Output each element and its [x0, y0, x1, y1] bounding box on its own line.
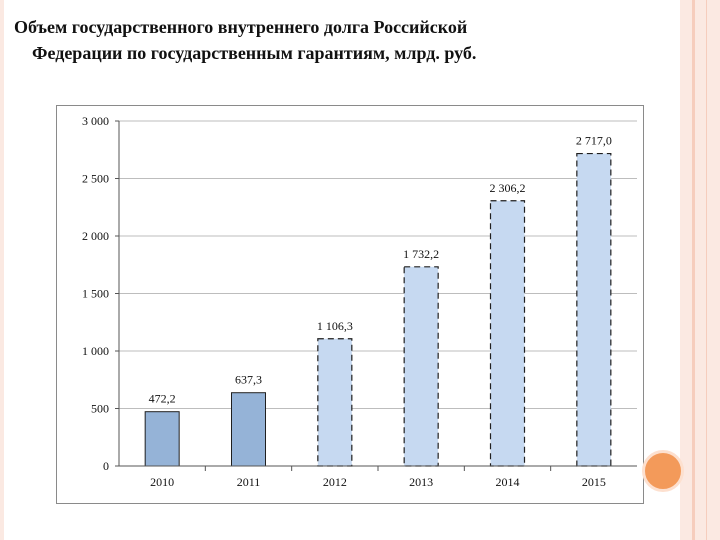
slide-border-right: [680, 0, 720, 540]
y-tick-label: 2 500: [82, 172, 109, 186]
bar-2013: [403, 266, 439, 467]
y-tick-label: 500: [91, 402, 109, 416]
bar-2015: [576, 152, 612, 467]
x-tick-label-2015: 2015: [582, 475, 606, 489]
bar-2014: [489, 200, 526, 467]
x-tick-label-2012: 2012: [323, 475, 347, 489]
x-tick-label-2010: 2010: [150, 475, 174, 489]
data-label-2013: 1 732,2: [403, 247, 439, 261]
bar-2011: [231, 392, 266, 467]
data-label-2010: 472,2: [149, 392, 176, 406]
data-label-2014: 2 306,2: [490, 181, 526, 195]
data-label-2015: 2 717,0: [576, 134, 612, 148]
x-tick-label-2011: 2011: [237, 475, 261, 489]
x-axis-tick-labels: 2010 2011 2012 2013 2014 2015: [150, 466, 606, 489]
data-label-2012: 1 106,3: [317, 319, 353, 333]
slide-title: Объем государственного внутреннего долга…: [14, 14, 674, 66]
slide-border-stripe-thin: [706, 0, 707, 540]
chart-frame: 0 500 1 000 1 500 2 000 2 500 3 000 472,2 637,3…: [56, 105, 644, 504]
gridlines: [119, 120, 637, 409]
y-tick-label: 0: [103, 459, 109, 473]
bar-2012: [317, 338, 353, 467]
bar-chart: 0 500 1 000 1 500 2 000 2 500 3 000 472,2 637,3…: [82, 114, 637, 489]
y-axis-tick-labels: 0 500 1 000 1 500 2 000 2 500 3 000: [82, 114, 119, 473]
bars: [144, 152, 612, 467]
x-tick-label-2014: 2014: [496, 475, 520, 489]
title-line-2: Федерации по государственным гарантиям, …: [32, 43, 477, 63]
decorative-circle: [642, 450, 684, 492]
y-tick-label: 1 500: [82, 287, 109, 301]
slide-border-stripe: [692, 0, 695, 540]
data-labels: 472,2 637,3 1 106,3 1 732,2 2 306,2 2 717,0: [149, 134, 612, 406]
title-line-1: Объем государственного внутреннего долга…: [14, 17, 468, 37]
bar-2010: [144, 411, 180, 467]
slide-border-left: [0, 0, 4, 540]
y-tick-label: 3 000: [82, 114, 109, 128]
y-tick-label: 1 000: [82, 344, 109, 358]
data-label-2011: 637,3: [235, 373, 262, 387]
x-tick-label-2013: 2013: [409, 475, 433, 489]
y-tick-label: 2 000: [82, 229, 109, 243]
